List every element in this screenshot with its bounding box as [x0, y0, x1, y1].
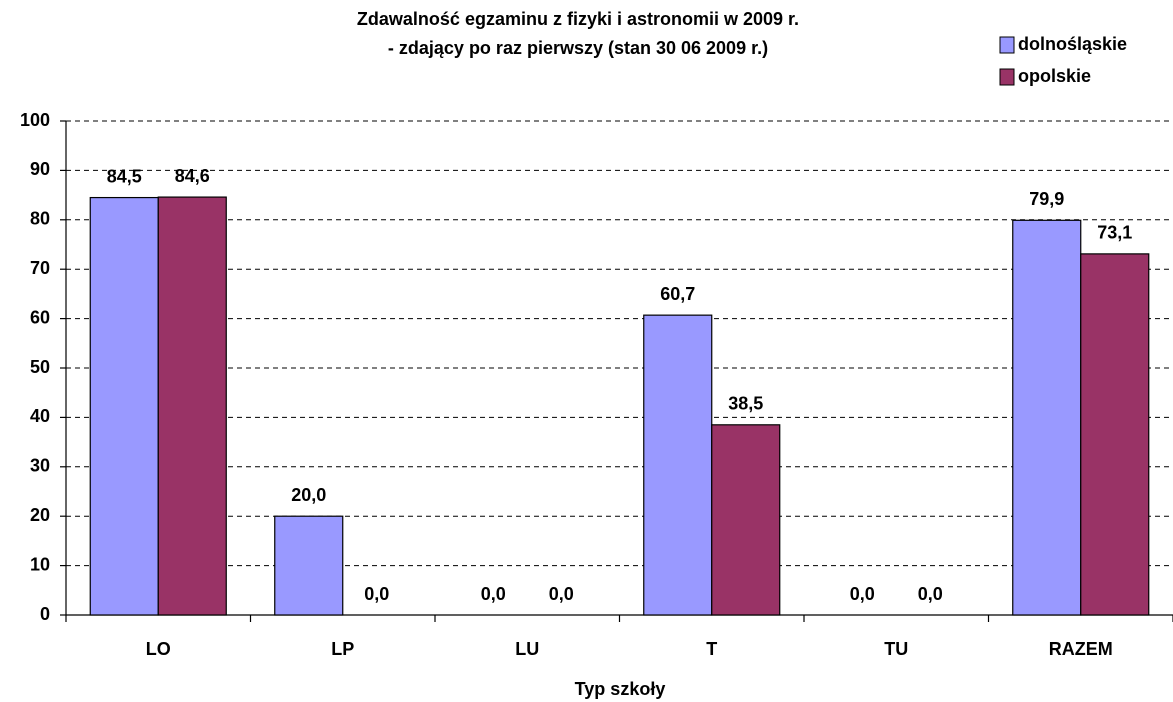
y-tick-label: 90 [30, 159, 50, 179]
value-label: 60,7 [660, 284, 695, 304]
bar [1080, 253, 1150, 616]
legend-label: dolnośląskie [1018, 34, 1127, 54]
x-tick-label: LO [146, 639, 171, 659]
x-tick-label: LU [515, 639, 539, 659]
value-label: 84,6 [175, 166, 210, 186]
bar [643, 314, 713, 616]
x-tick-label: LP [331, 639, 354, 659]
x-tick-label: TU [884, 639, 908, 659]
y-tick-label: 60 [30, 307, 50, 327]
y-tick-label: 50 [30, 357, 50, 377]
bar [711, 424, 781, 616]
value-label: 0,0 [850, 584, 875, 604]
value-label: 0,0 [364, 584, 389, 604]
y-tick-label: 20 [30, 505, 50, 525]
y-tick-label: 40 [30, 406, 50, 426]
legend-swatch [999, 68, 1015, 86]
legend-label: opolskie [1018, 66, 1091, 86]
value-label: 38,5 [728, 394, 763, 414]
y-tick-label: 10 [30, 554, 50, 574]
y-tick-label: 100 [20, 110, 50, 130]
value-label: 73,1 [1097, 223, 1132, 243]
value-label: 0,0 [481, 584, 506, 604]
value-label: 79,9 [1029, 189, 1064, 209]
value-label: 20,0 [291, 485, 326, 505]
bar [89, 196, 159, 616]
y-tick-label: 80 [30, 209, 50, 229]
bar [1012, 219, 1082, 616]
x-tick-label: T [706, 639, 717, 659]
y-tick-label: 30 [30, 456, 50, 476]
value-label: 84,5 [107, 166, 142, 186]
y-tick-label: 70 [30, 258, 50, 278]
y-tick-label: 0 [40, 604, 50, 624]
bar [274, 515, 344, 616]
chart-title: - zdający po raz pierwszy (stan 30 06 20… [388, 38, 768, 58]
value-label: 0,0 [549, 584, 574, 604]
value-label: 0,0 [918, 584, 943, 604]
bar [157, 196, 227, 616]
x-axis-label: Typ szkoły [575, 679, 666, 699]
legend-swatch [999, 36, 1015, 54]
x-tick-label: RAZEM [1049, 639, 1113, 659]
chart-title: Zdawalność egzaminu z fizyki i astronomi… [357, 9, 799, 29]
